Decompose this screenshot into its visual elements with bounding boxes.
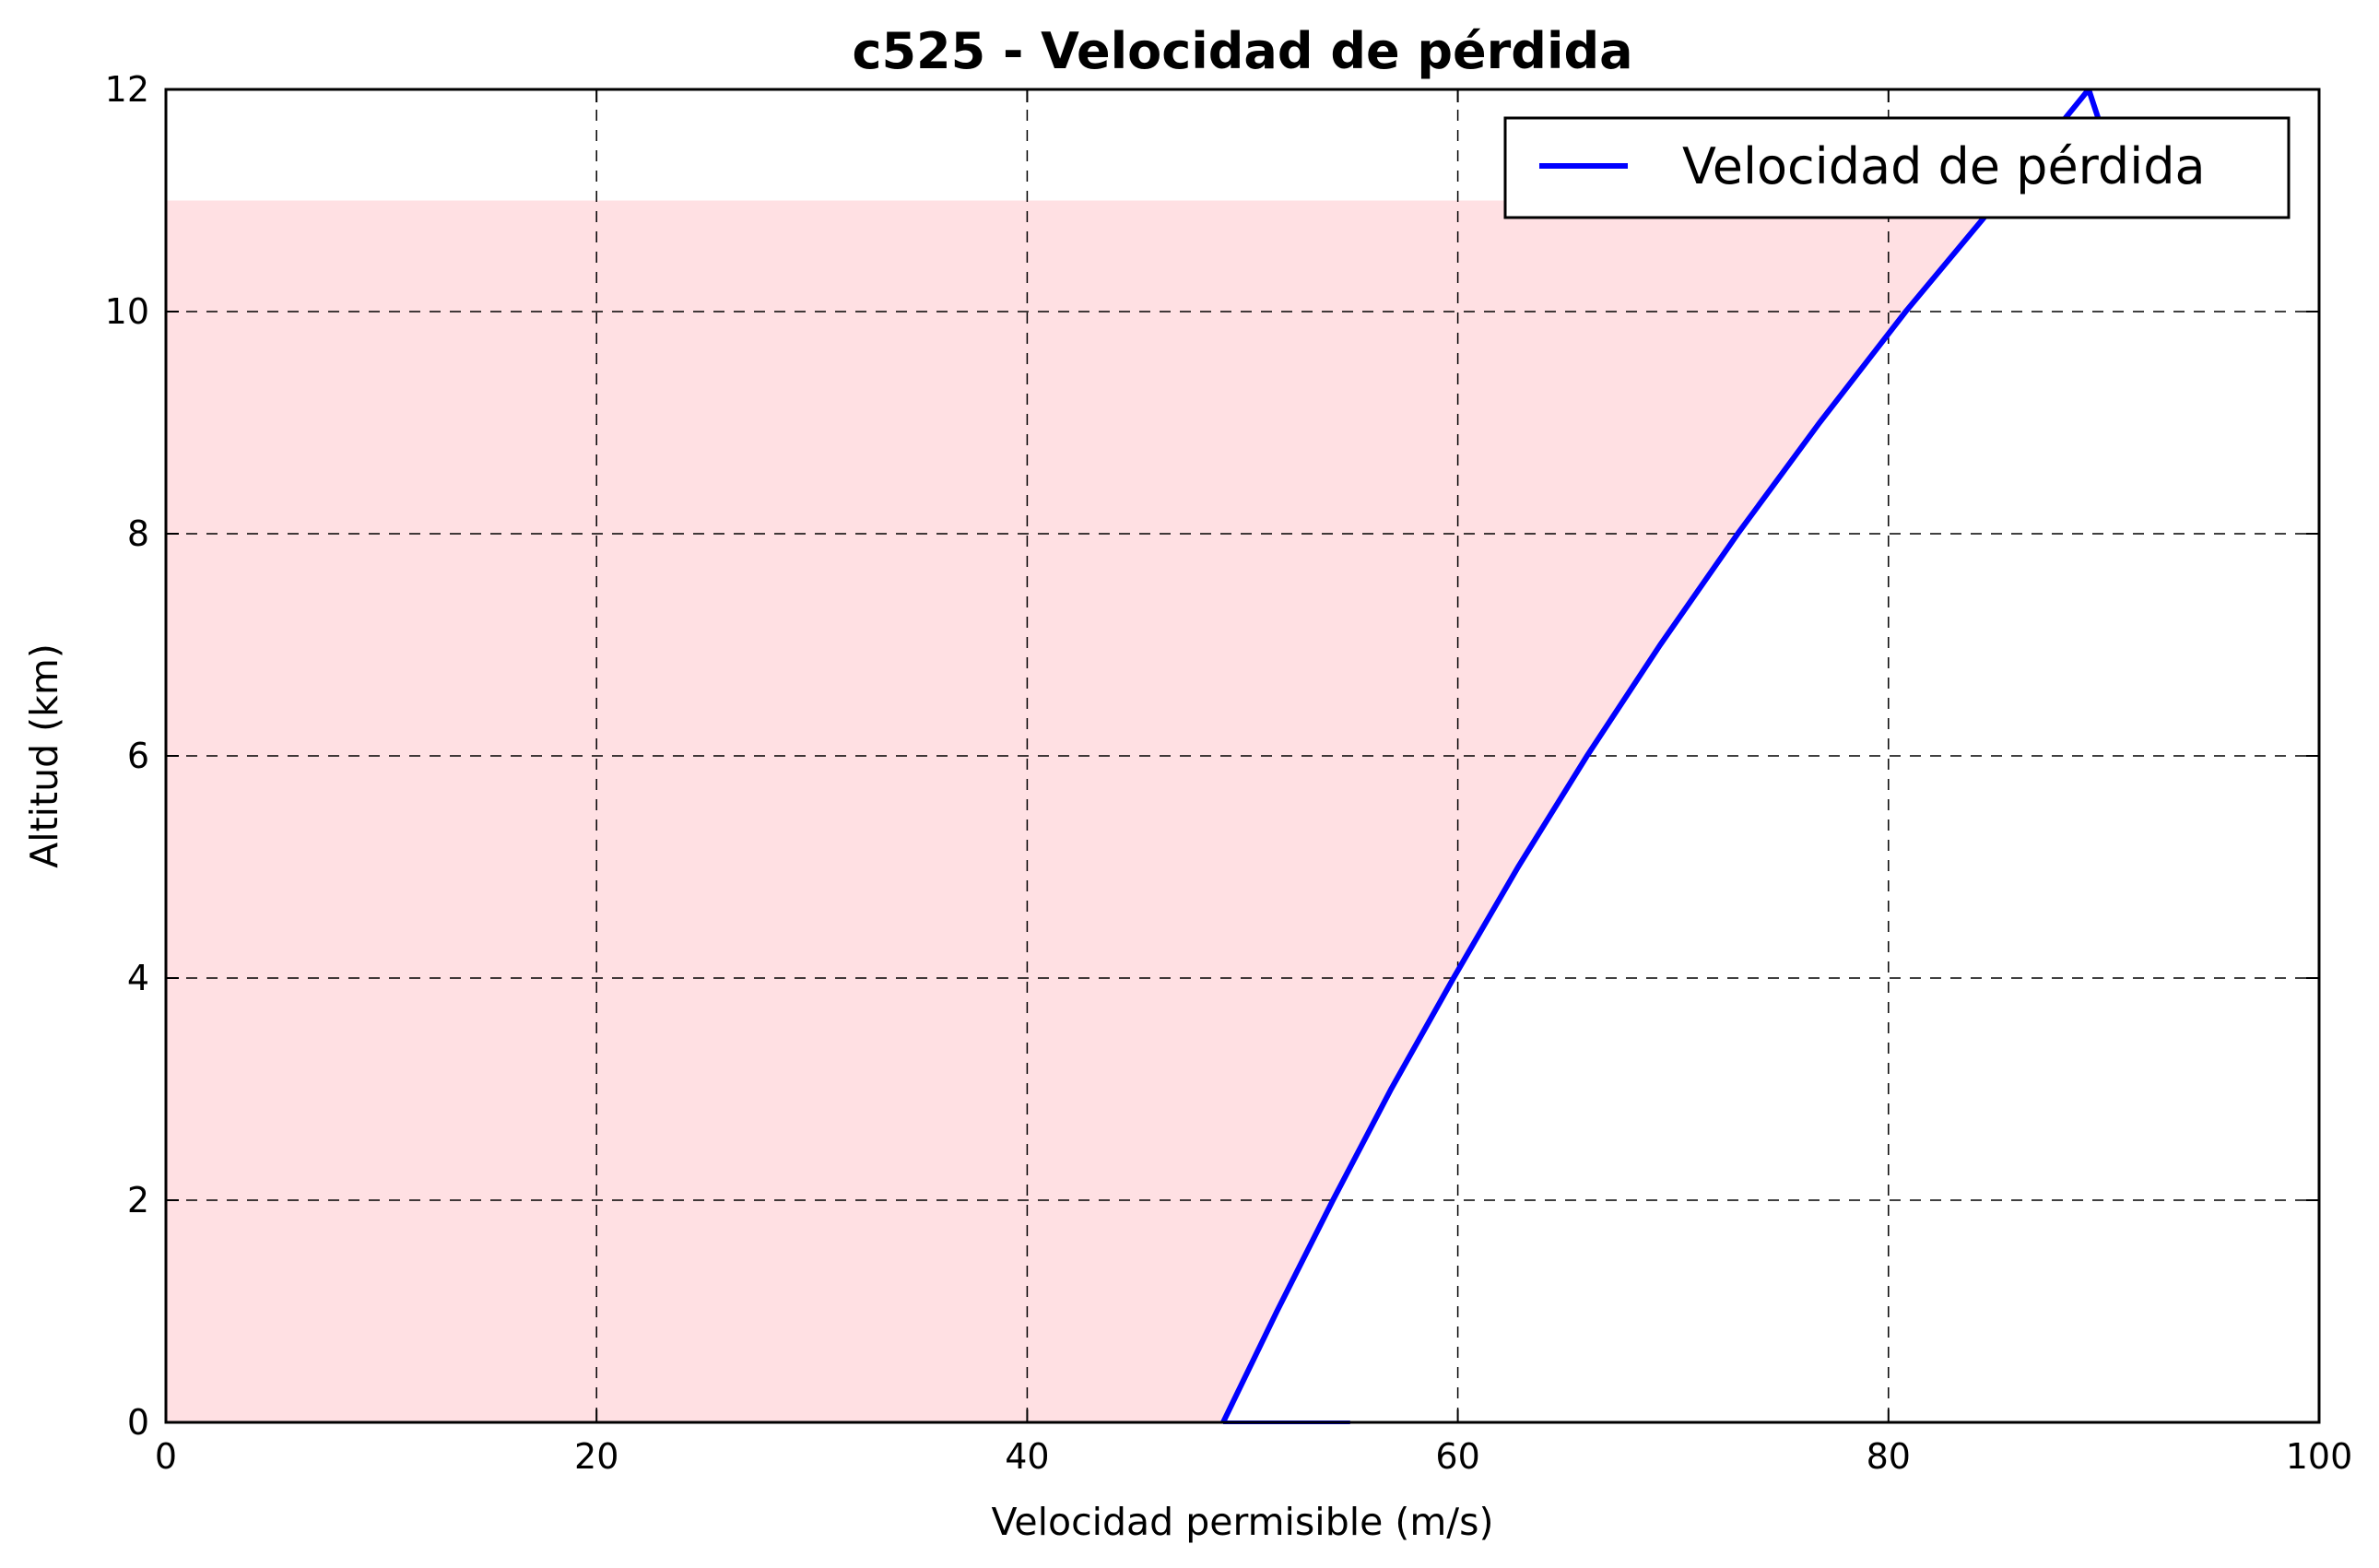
x-tick-label: 20 <box>574 1436 618 1477</box>
x-tick-label: 0 <box>155 1436 177 1477</box>
chart-title: c525 - Velocidad de pérdida <box>852 22 1632 80</box>
x-axis-label: Velocidad permisible (m/s) <box>992 1500 1494 1544</box>
y-tick-label: 6 <box>127 736 149 776</box>
fill-area <box>166 200 1998 1422</box>
y-tick-label: 12 <box>105 69 149 110</box>
x-tick-label: 100 <box>2286 1436 2353 1477</box>
y-tick-label: 2 <box>127 1180 149 1220</box>
ticks: 0 20 40 60 80 100 0 2 4 6 8 10 12 <box>105 69 2353 1477</box>
y-tick-label: 4 <box>127 958 149 998</box>
legend: Velocidad de pérdida <box>1503 116 2291 219</box>
y-axis-label: Altitud (km) <box>22 643 66 868</box>
y-tick-label: 10 <box>105 291 149 332</box>
x-tick-label: 40 <box>1005 1436 1049 1477</box>
legend-label: Velocidad de pérdida <box>1682 137 2206 195</box>
y-tick-label: 8 <box>127 513 149 554</box>
x-tick-label: 80 <box>1867 1436 1911 1477</box>
y-tick-label: 0 <box>127 1402 149 1443</box>
legend-box <box>1503 116 2291 219</box>
x-tick-label: 60 <box>1435 1436 1479 1477</box>
series-line <box>1220 89 2128 1422</box>
grid <box>166 89 2319 1422</box>
stall-region-fill <box>166 200 1998 1422</box>
